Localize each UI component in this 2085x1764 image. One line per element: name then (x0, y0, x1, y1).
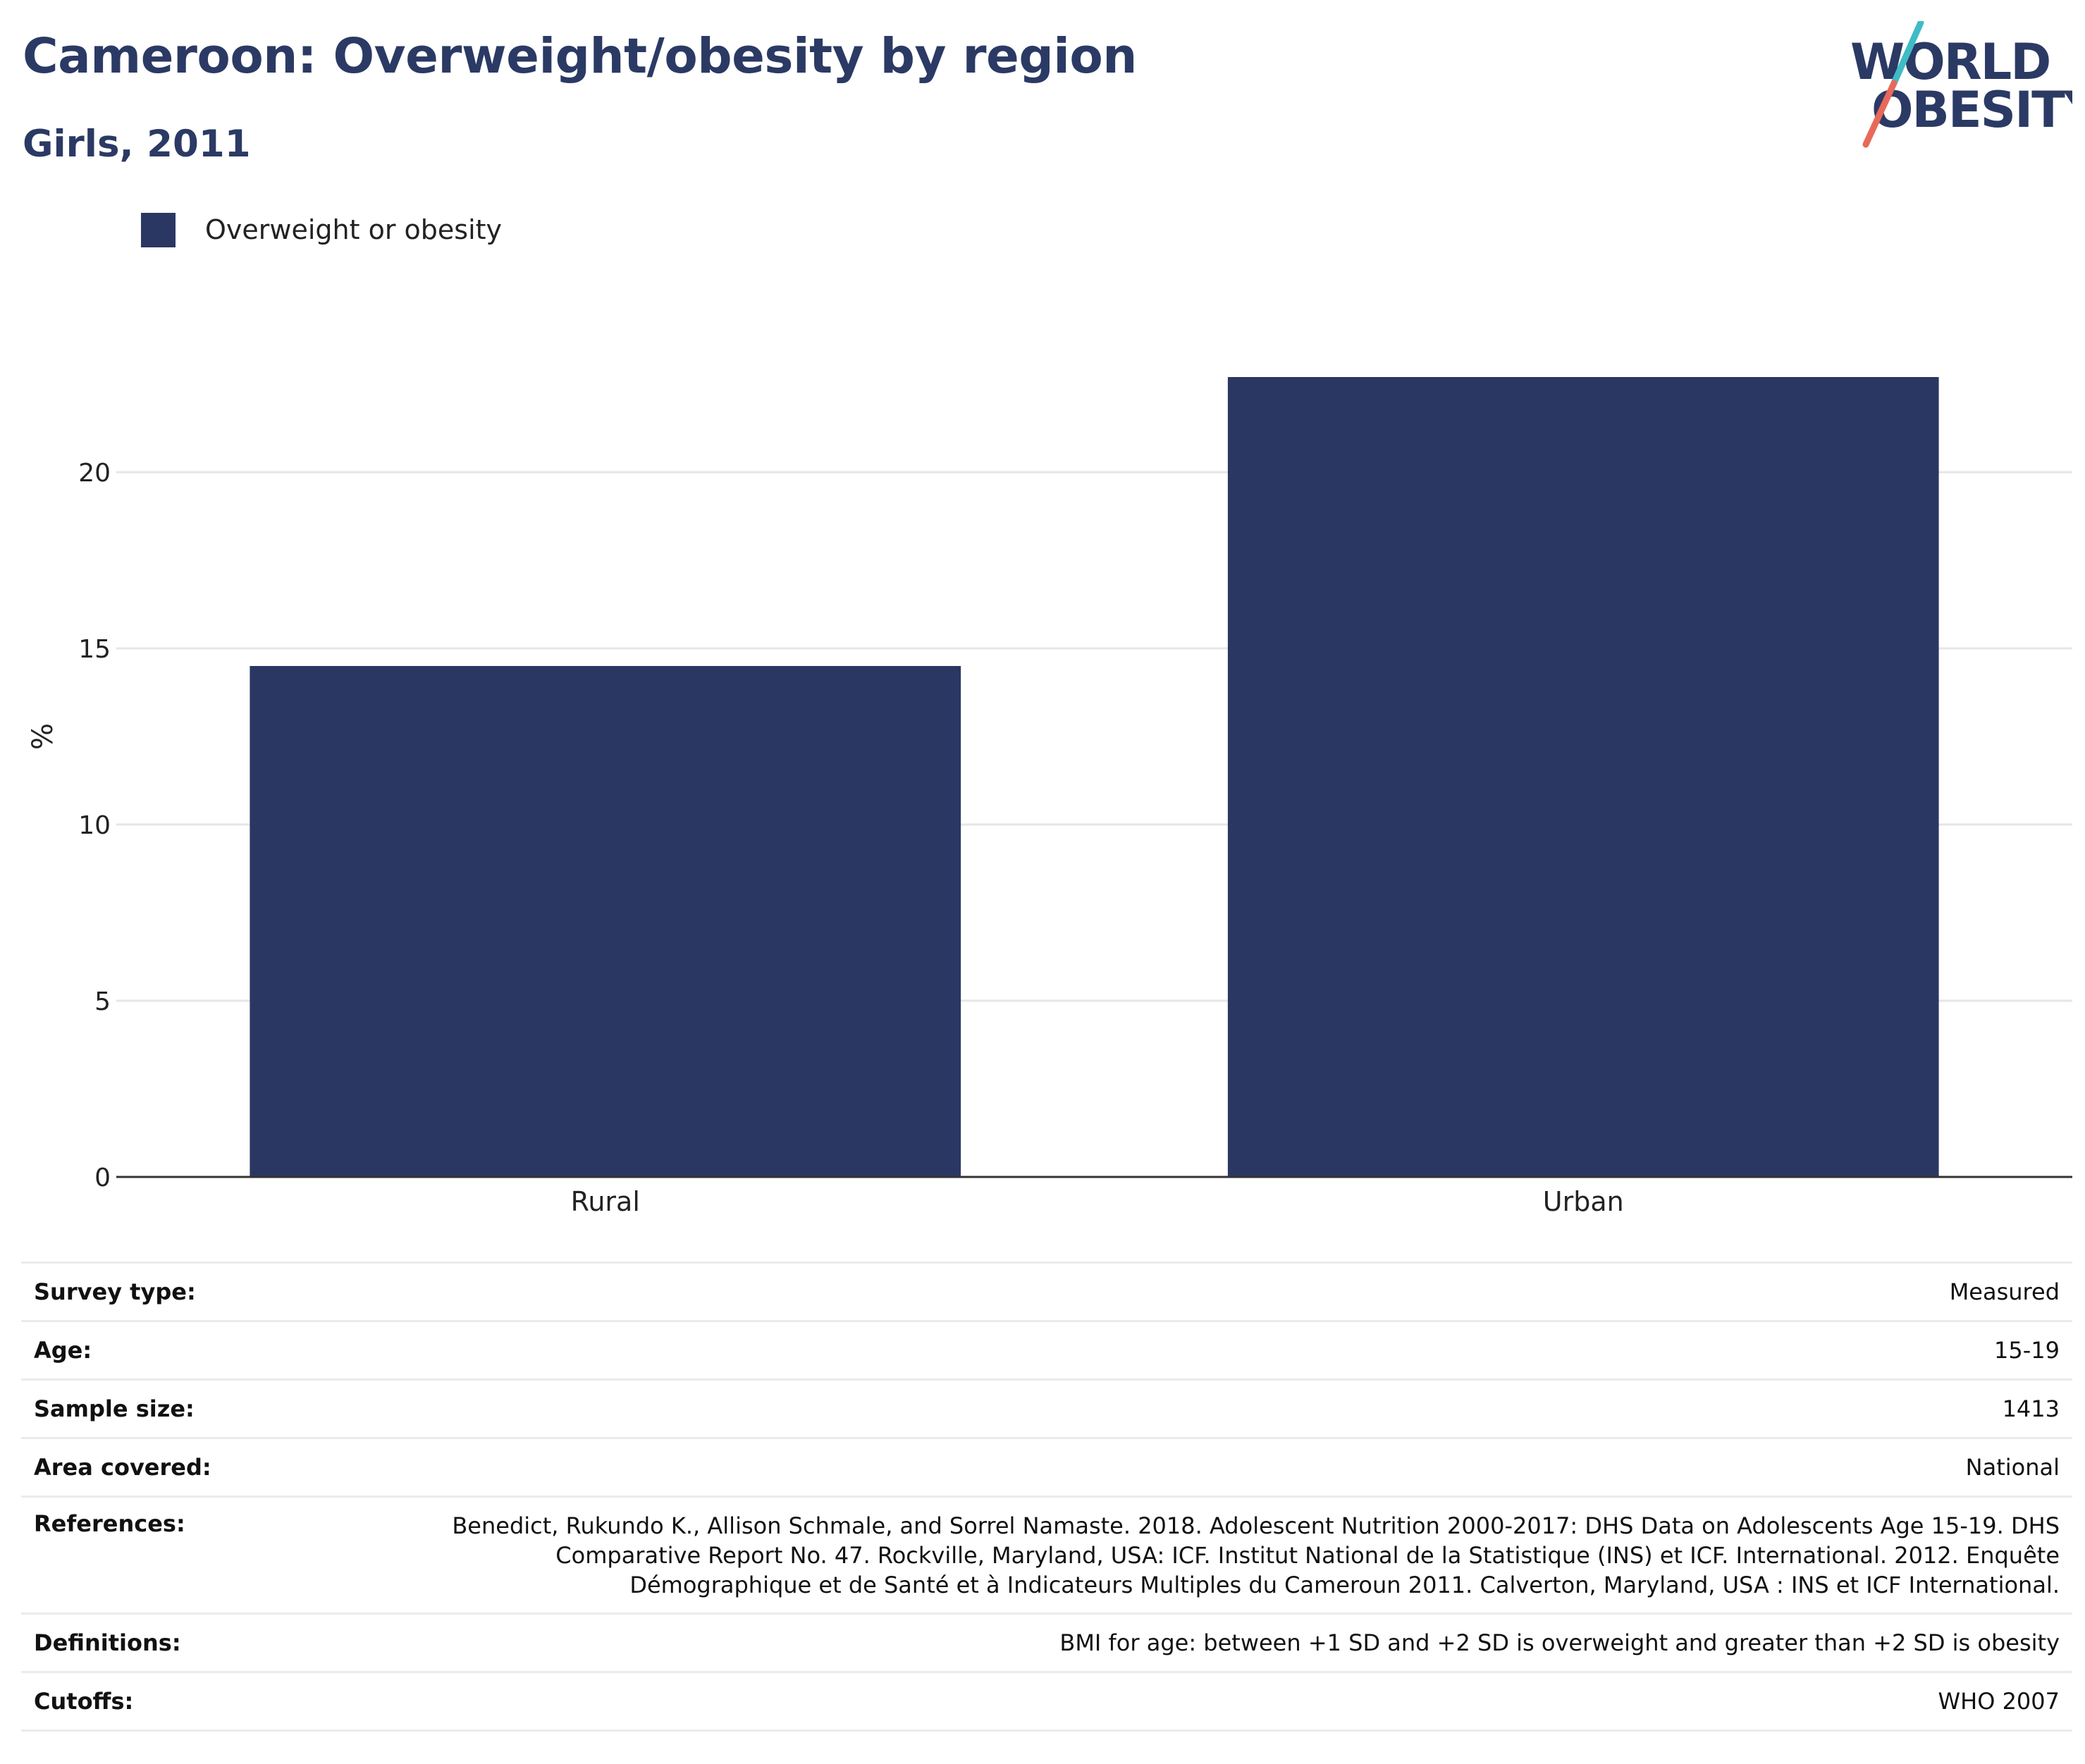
info-row: Survey type: Measured (21, 1262, 2072, 1321)
info-value: Measured (399, 1262, 2072, 1321)
info-table: Survey type: Measured Age: 15-19 Sample size… (21, 1262, 2072, 1732)
x-tick-label: Rural (571, 1186, 640, 1217)
y-tick-label: 15 (78, 635, 111, 664)
info-key: Survey type: (21, 1262, 399, 1321)
y-tick-label: 0 (94, 1164, 111, 1192)
info-key: Definitions: (21, 1612, 399, 1672)
info-row: Sample size: 1413 (21, 1378, 2072, 1438)
info-value: Benedict, Rukundo K., Allison Schmale, a… (399, 1495, 2072, 1614)
y-tick-label: 10 (78, 811, 111, 840)
info-row: Age: 15-19 (21, 1320, 2072, 1380)
svg-text:OBESITY: OBESITY (1871, 81, 2072, 139)
info-value: 15-19 (399, 1320, 2072, 1380)
bar-chart: 0 5 10 15 20 Rural Urban% (27, 377, 2072, 1217)
bar-rural (250, 666, 961, 1177)
info-value: National (399, 1437, 2072, 1497)
y-axis-title: % (27, 723, 59, 750)
info-key: References: (21, 1495, 399, 1614)
world-obesity-logo: WORLD OBESITY (1850, 21, 2072, 148)
x-tick-label: Urban (1543, 1186, 1624, 1217)
info-key: Area covered: (21, 1437, 399, 1497)
info-row: References: Benedict, Rukundo K., Allison… (21, 1495, 2072, 1614)
svg-text:WORLD: WORLD (1850, 33, 2050, 91)
info-key: Sample size: (21, 1378, 399, 1438)
y-tick-label: 20 (78, 459, 111, 488)
info-row: Cutoffs: WHO 2007 (21, 1671, 2072, 1732)
legend-swatch (141, 212, 176, 247)
info-value: BMI for age: between +1 SD and +2 SD is … (399, 1612, 2072, 1672)
legend: Overweight or obesity (141, 210, 502, 249)
info-value: WHO 2007 (399, 1671, 2072, 1732)
info-key: Age: (21, 1320, 399, 1380)
info-row: Area covered: National (21, 1437, 2072, 1497)
chart-title: Cameroon: Overweight/obesity by region (23, 28, 1137, 85)
chart-subtitle: Girls, 2011 (23, 123, 251, 166)
info-row: Definitions: BMI for age: between +1 SD a… (21, 1612, 2072, 1672)
info-value: 1413 (399, 1378, 2072, 1438)
info-key: Cutoffs: (21, 1671, 399, 1732)
y-tick-label: 5 (94, 987, 111, 1016)
bar-urban (1227, 377, 1939, 1177)
legend-label: Overweight or obesity (205, 214, 503, 245)
